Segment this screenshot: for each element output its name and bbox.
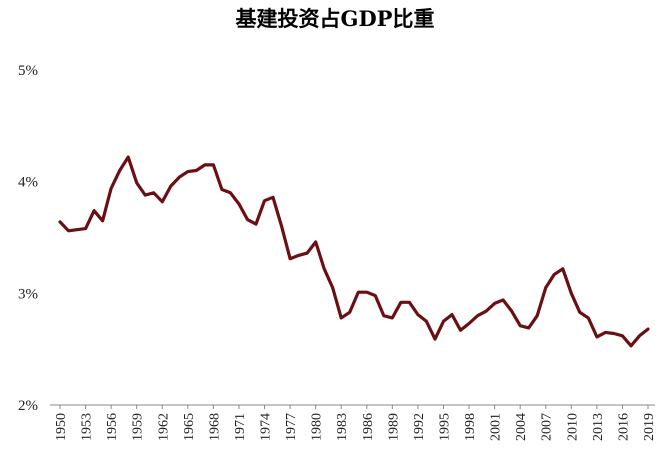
x-tick-label: 1962 xyxy=(156,413,171,441)
series-line xyxy=(58,155,650,348)
x-tick-label: 1989 xyxy=(386,413,401,441)
x-axis-ticks: 1950 1953 1956 1959 1962 1965 1968 1971 1974 1977… xyxy=(54,405,657,441)
x-tick-label: 1974 xyxy=(259,413,274,441)
x-tick-label: 1968 xyxy=(207,413,222,441)
y-tick-label: 3% xyxy=(18,286,38,302)
x-tick-label: 1980 xyxy=(310,413,325,441)
x-tick-label: 2004 xyxy=(514,413,529,441)
x-tick-label: 1992 xyxy=(412,413,427,441)
x-tick-label: 1998 xyxy=(463,413,478,441)
x-tick-label: 2001 xyxy=(489,413,504,441)
x-tick-label: 1995 xyxy=(437,413,452,441)
x-tick-label: 2007 xyxy=(540,413,555,441)
x-tick-label: 1986 xyxy=(361,413,376,441)
y-tick-label: 5% xyxy=(18,63,38,79)
x-tick-label: 1977 xyxy=(284,413,299,441)
x-tick-label: 1950 xyxy=(54,413,69,441)
y-tick-label: 4% xyxy=(18,175,38,191)
y-axis-ticks: 2% 3% 4% 5% xyxy=(18,63,38,414)
x-tick-label: 1983 xyxy=(335,413,350,441)
x-tick-label: 2019 xyxy=(642,413,657,441)
chart-title: 基建投资占GDP比重 xyxy=(236,6,435,31)
x-tick-label: 2016 xyxy=(616,413,631,441)
x-tick-label: 1965 xyxy=(182,413,197,441)
y-tick-label: 2% xyxy=(18,398,38,414)
x-tick-label: 1971 xyxy=(233,413,248,441)
x-tick-label: 2010 xyxy=(565,413,580,441)
x-tick-label: 2013 xyxy=(591,413,606,441)
x-tick-label: 1953 xyxy=(80,413,95,441)
x-tick-label: 1956 xyxy=(105,413,120,441)
x-tick-label: 1959 xyxy=(131,413,146,441)
